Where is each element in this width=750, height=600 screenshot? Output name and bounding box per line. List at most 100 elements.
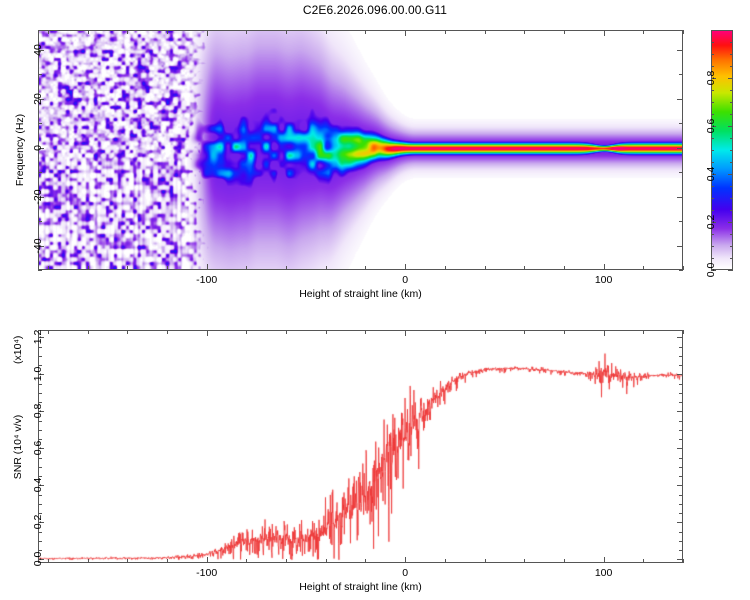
colorbar-tick (711, 162, 714, 163)
spectrogram-x-tick (207, 264, 208, 270)
colorbar-tick (711, 54, 714, 55)
spectrogram-x-tick (445, 30, 446, 34)
colorbar-tick (711, 90, 714, 91)
snr-x-tick (48, 330, 49, 334)
snr-y-tick (679, 421, 683, 422)
colorbar-tick (730, 162, 733, 163)
snr-x-tick (524, 330, 525, 334)
spectrogram-x-tick (48, 30, 49, 34)
snr-y-tick-label: 0.0 (32, 551, 44, 567)
snr-y-tick (38, 384, 42, 385)
spectrogram-y-tick (38, 197, 44, 198)
colorbar-tick (730, 186, 733, 187)
spectrogram-y-tick (679, 172, 683, 173)
snr-y-tick (38, 550, 42, 551)
snr-y-tick (38, 541, 42, 542)
spectrogram-image (39, 31, 682, 269)
snr-y-tick-label: 0.8 (32, 404, 44, 419)
spectrogram-x-tick (524, 30, 525, 34)
snr-y-tick (677, 559, 683, 560)
snr-x-tick (405, 557, 406, 563)
snr-y-tick (38, 411, 44, 412)
spectrogram-x-tick (167, 30, 168, 34)
snr-y-tick (677, 337, 683, 338)
spectrogram-y-tick (38, 74, 42, 75)
spectrogram-y-tick (677, 50, 683, 51)
spectrogram-x-tick (127, 30, 128, 34)
snr-y-tick (679, 476, 683, 477)
colorbar-tick (730, 42, 733, 43)
colorbar-tick (730, 246, 733, 247)
spectrogram-y-tick (38, 221, 42, 222)
figure-title: C2E6.2026.096.00.00.G11 (302, 3, 448, 17)
snr-x-tick (286, 559, 287, 563)
spectrogram-x-tick (683, 266, 684, 270)
snr-y-tick (38, 448, 44, 449)
snr-panel (38, 330, 683, 563)
snr-x-tick (485, 559, 486, 563)
colorbar-tick (711, 234, 714, 235)
spectrogram-x-tick (604, 30, 605, 36)
colorbar-tick (730, 258, 733, 259)
snr-x-tick (88, 330, 89, 334)
snr-x-tick (167, 559, 168, 563)
snr-x-tick (127, 330, 128, 334)
snr-y-tick (679, 365, 683, 366)
snr-x-tick (167, 330, 168, 334)
snr-y-tick (38, 559, 44, 560)
colorbar-tick-label: 0.4 (705, 166, 717, 182)
colorbar-tick (711, 270, 716, 271)
spectrogram-panel (38, 30, 683, 270)
snr-y-axis-title: SNR (10⁴ v/v) (12, 414, 24, 479)
spectrogram-x-tick (564, 266, 565, 270)
colorbar-tick-label: 0.0 (705, 262, 717, 278)
colorbar-tick-label: 0.8 (705, 70, 717, 86)
snr-y-tick (679, 513, 683, 514)
snr-y-tick (38, 467, 42, 468)
snr-y-tick (38, 485, 44, 486)
spectrogram-y-tick (38, 50, 44, 51)
spectrogram-y-tick (677, 99, 683, 100)
spectrogram-x-tick (485, 30, 486, 34)
spectrogram-x-tick (643, 30, 644, 34)
colorbar-tick (711, 246, 714, 247)
colorbar-tick (711, 30, 714, 31)
spectrogram-y-tick-label: 20 (32, 92, 44, 105)
spectrogram-x-tick (445, 266, 446, 270)
snr-x-tick (485, 330, 486, 334)
spectrogram-y-tick (38, 246, 44, 247)
snr-y-tick (679, 467, 683, 468)
spectrogram-y-tick-label: -20 (32, 188, 44, 205)
colorbar-tick (711, 126, 716, 127)
spectrogram-x-axis-title: Height of straight line (km) (299, 288, 422, 300)
spectrogram-x-tick (246, 30, 247, 34)
snr-x-tick (365, 559, 366, 563)
snr-x-tick (326, 559, 327, 563)
spectrogram-y-tick (38, 172, 42, 173)
snr-x-tick (326, 330, 327, 334)
colorbar-tick (728, 270, 733, 271)
spectrogram-x-tick (643, 266, 644, 270)
snr-x-tick (643, 330, 644, 334)
snr-x-axis-title: Height of straight line (km) (299, 581, 422, 593)
spectrogram-x-tick (167, 266, 168, 270)
snr-y-tick (38, 495, 42, 496)
colorbar-tick-label: 0.2 (705, 214, 717, 230)
snr-x-tick (683, 559, 684, 563)
snr-y-tick (38, 532, 42, 533)
spectrogram-x-tick (683, 30, 684, 34)
colorbar-tick (711, 66, 714, 67)
spectrogram-y-tick (677, 197, 683, 198)
colorbar-tick (711, 102, 714, 103)
snr-y-tick (679, 495, 683, 496)
spectrogram-x-tick (365, 30, 366, 34)
snr-x-tick (88, 559, 89, 563)
snr-y-tick (679, 384, 683, 385)
colorbar-tick (728, 222, 733, 223)
spectrogram-frame (38, 30, 683, 270)
snr-y-tick (677, 485, 683, 486)
spectrogram-y-tick (38, 148, 44, 149)
snr-y-tick (38, 522, 44, 523)
colorbar-tick (711, 198, 714, 199)
